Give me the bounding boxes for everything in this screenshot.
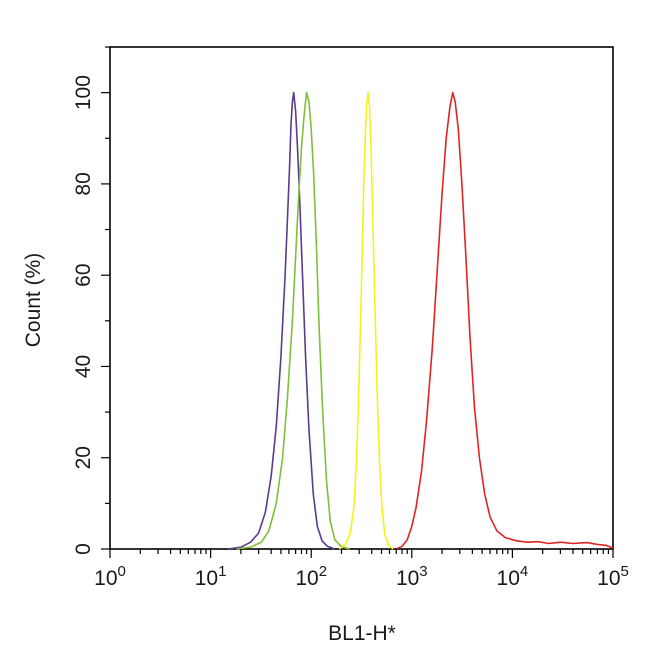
series-line-4	[395, 91, 614, 550]
x-tick-label: 102	[295, 563, 327, 590]
x-tick-base: 10	[195, 567, 218, 590]
x-tick-exponent: 5	[621, 563, 629, 580]
x-tick-exponent: 3	[419, 563, 427, 580]
x-tick-base: 10	[497, 567, 520, 590]
x-tick-label: 101	[195, 563, 227, 590]
y-tick-label: 0	[72, 543, 95, 555]
y-tick-label: 60	[72, 264, 95, 287]
series-line-2	[236, 91, 350, 550]
axes	[109, 46, 614, 550]
x-tick-exponent: 2	[319, 563, 327, 580]
y-tick-label: 100	[72, 75, 95, 110]
y-axis-label: Count (%)	[22, 253, 45, 348]
x-axis-label: BL1-H*	[328, 622, 396, 645]
x-tick-exponent: 4	[520, 563, 528, 580]
x-tick-base: 10	[597, 567, 620, 590]
y-tick-label: 80	[72, 172, 95, 195]
x-tick-base: 10	[94, 567, 117, 590]
x-tick-label: 103	[396, 563, 428, 590]
x-tick-exponent: 0	[118, 563, 126, 580]
x-tick-label: 105	[597, 563, 629, 590]
ticks	[101, 46, 614, 558]
series-line-3	[338, 91, 394, 550]
x-tick-label: 104	[497, 563, 529, 590]
series-line-1	[228, 91, 335, 550]
x-tick-label: 100	[94, 563, 126, 590]
x-tick-base: 10	[295, 567, 318, 590]
plot-frame	[109, 46, 614, 550]
x-tick-exponent: 1	[218, 563, 226, 580]
y-tick-label: 20	[72, 446, 95, 469]
series-group	[228, 91, 614, 550]
y-tick-label: 40	[72, 355, 95, 378]
x-tick-base: 10	[396, 567, 419, 590]
